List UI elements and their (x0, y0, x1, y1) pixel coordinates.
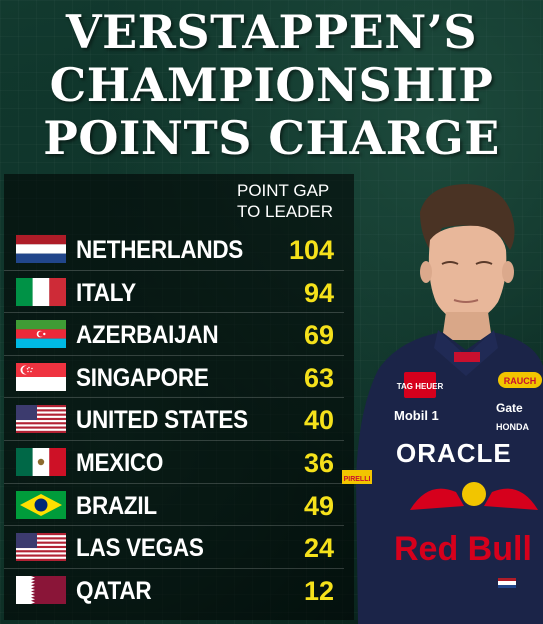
country-name: ITALY (76, 278, 136, 307)
usa-flag-icon (16, 533, 66, 562)
page-title: VERSTAPPEN’S CHAMPIONSHIP POINTS CHARGE (0, 6, 543, 165)
points-gap: 40 (303, 405, 334, 436)
points-gap: 49 (303, 490, 334, 521)
list-item: QATAR 12 (4, 569, 344, 612)
honda-logo: HONDA (496, 422, 529, 432)
list-item: BRAZIL 49 (4, 484, 344, 527)
country-name: AZERBAIJAN (76, 321, 219, 350)
title-line-1: VERSTAPPEN’S (65, 5, 478, 59)
azerbaijan-flag-icon (16, 320, 66, 349)
rauch-logo: RAUCH (504, 376, 537, 386)
points-gap: 36 (303, 447, 334, 478)
points-gap: 63 (303, 362, 334, 393)
netherlands-flag-icon (16, 235, 66, 263)
points-gap: 24 (303, 533, 334, 564)
country-name: NETHERLANDS (76, 236, 244, 264)
brazil-flag-icon (16, 490, 66, 519)
qatar-flag-icon (16, 575, 66, 604)
country-name: MEXICO (76, 448, 164, 477)
standings-list: NETHERLANDS 104 ITALY 94 AZERBAIJAN 69 S… (4, 228, 344, 611)
oracle-logo: ORACLE (396, 438, 512, 468)
country-name: SINGAPORE (76, 363, 209, 392)
country-name: UNITED STATES (76, 406, 248, 435)
mobil-logo: Mobil 1 (394, 408, 439, 423)
country-name: QATAR (76, 576, 152, 605)
list-item: LAS VEGAS 24 (4, 526, 344, 569)
title-line-3: POINTS CHARGE (43, 111, 500, 165)
list-item: MEXICO 36 (4, 441, 344, 484)
column-header-line-1: POINT GAP (237, 181, 330, 200)
pirelli-logo: PIRELLI (344, 476, 371, 483)
list-item: AZERBAIJAN 69 (4, 313, 344, 356)
points-gap: 94 (303, 277, 334, 308)
driver-photo: TAG HEUER RAUCH Mobil 1 Gate HONDA ORACL… (338, 180, 543, 624)
list-item: SINGAPORE 63 (4, 356, 344, 399)
tag-heuer-logo: TAG HEUER (397, 382, 444, 391)
usa-flag-icon (16, 405, 66, 434)
list-item: UNITED STATES 40 (4, 398, 344, 441)
gate-logo: Gate (496, 401, 523, 415)
italy-flag-icon (16, 277, 66, 306)
points-gap: 12 (303, 575, 334, 606)
points-gap: 104 (288, 235, 334, 265)
mexico-flag-icon (16, 447, 66, 476)
column-header: POINT GAP TO LEADER (237, 180, 333, 222)
column-header-line-2: TO LEADER (237, 202, 334, 221)
list-item: NETHERLANDS 104 (4, 228, 344, 271)
red-bull-logo: Red Bull (394, 530, 532, 568)
country-name: BRAZIL (76, 491, 157, 520)
points-gap: 69 (303, 320, 334, 351)
title-line-2: CHAMPIONSHIP (49, 58, 494, 112)
singapore-flag-icon (16, 362, 66, 391)
list-item: ITALY 94 (4, 271, 344, 314)
country-name: LAS VEGAS (76, 534, 204, 563)
